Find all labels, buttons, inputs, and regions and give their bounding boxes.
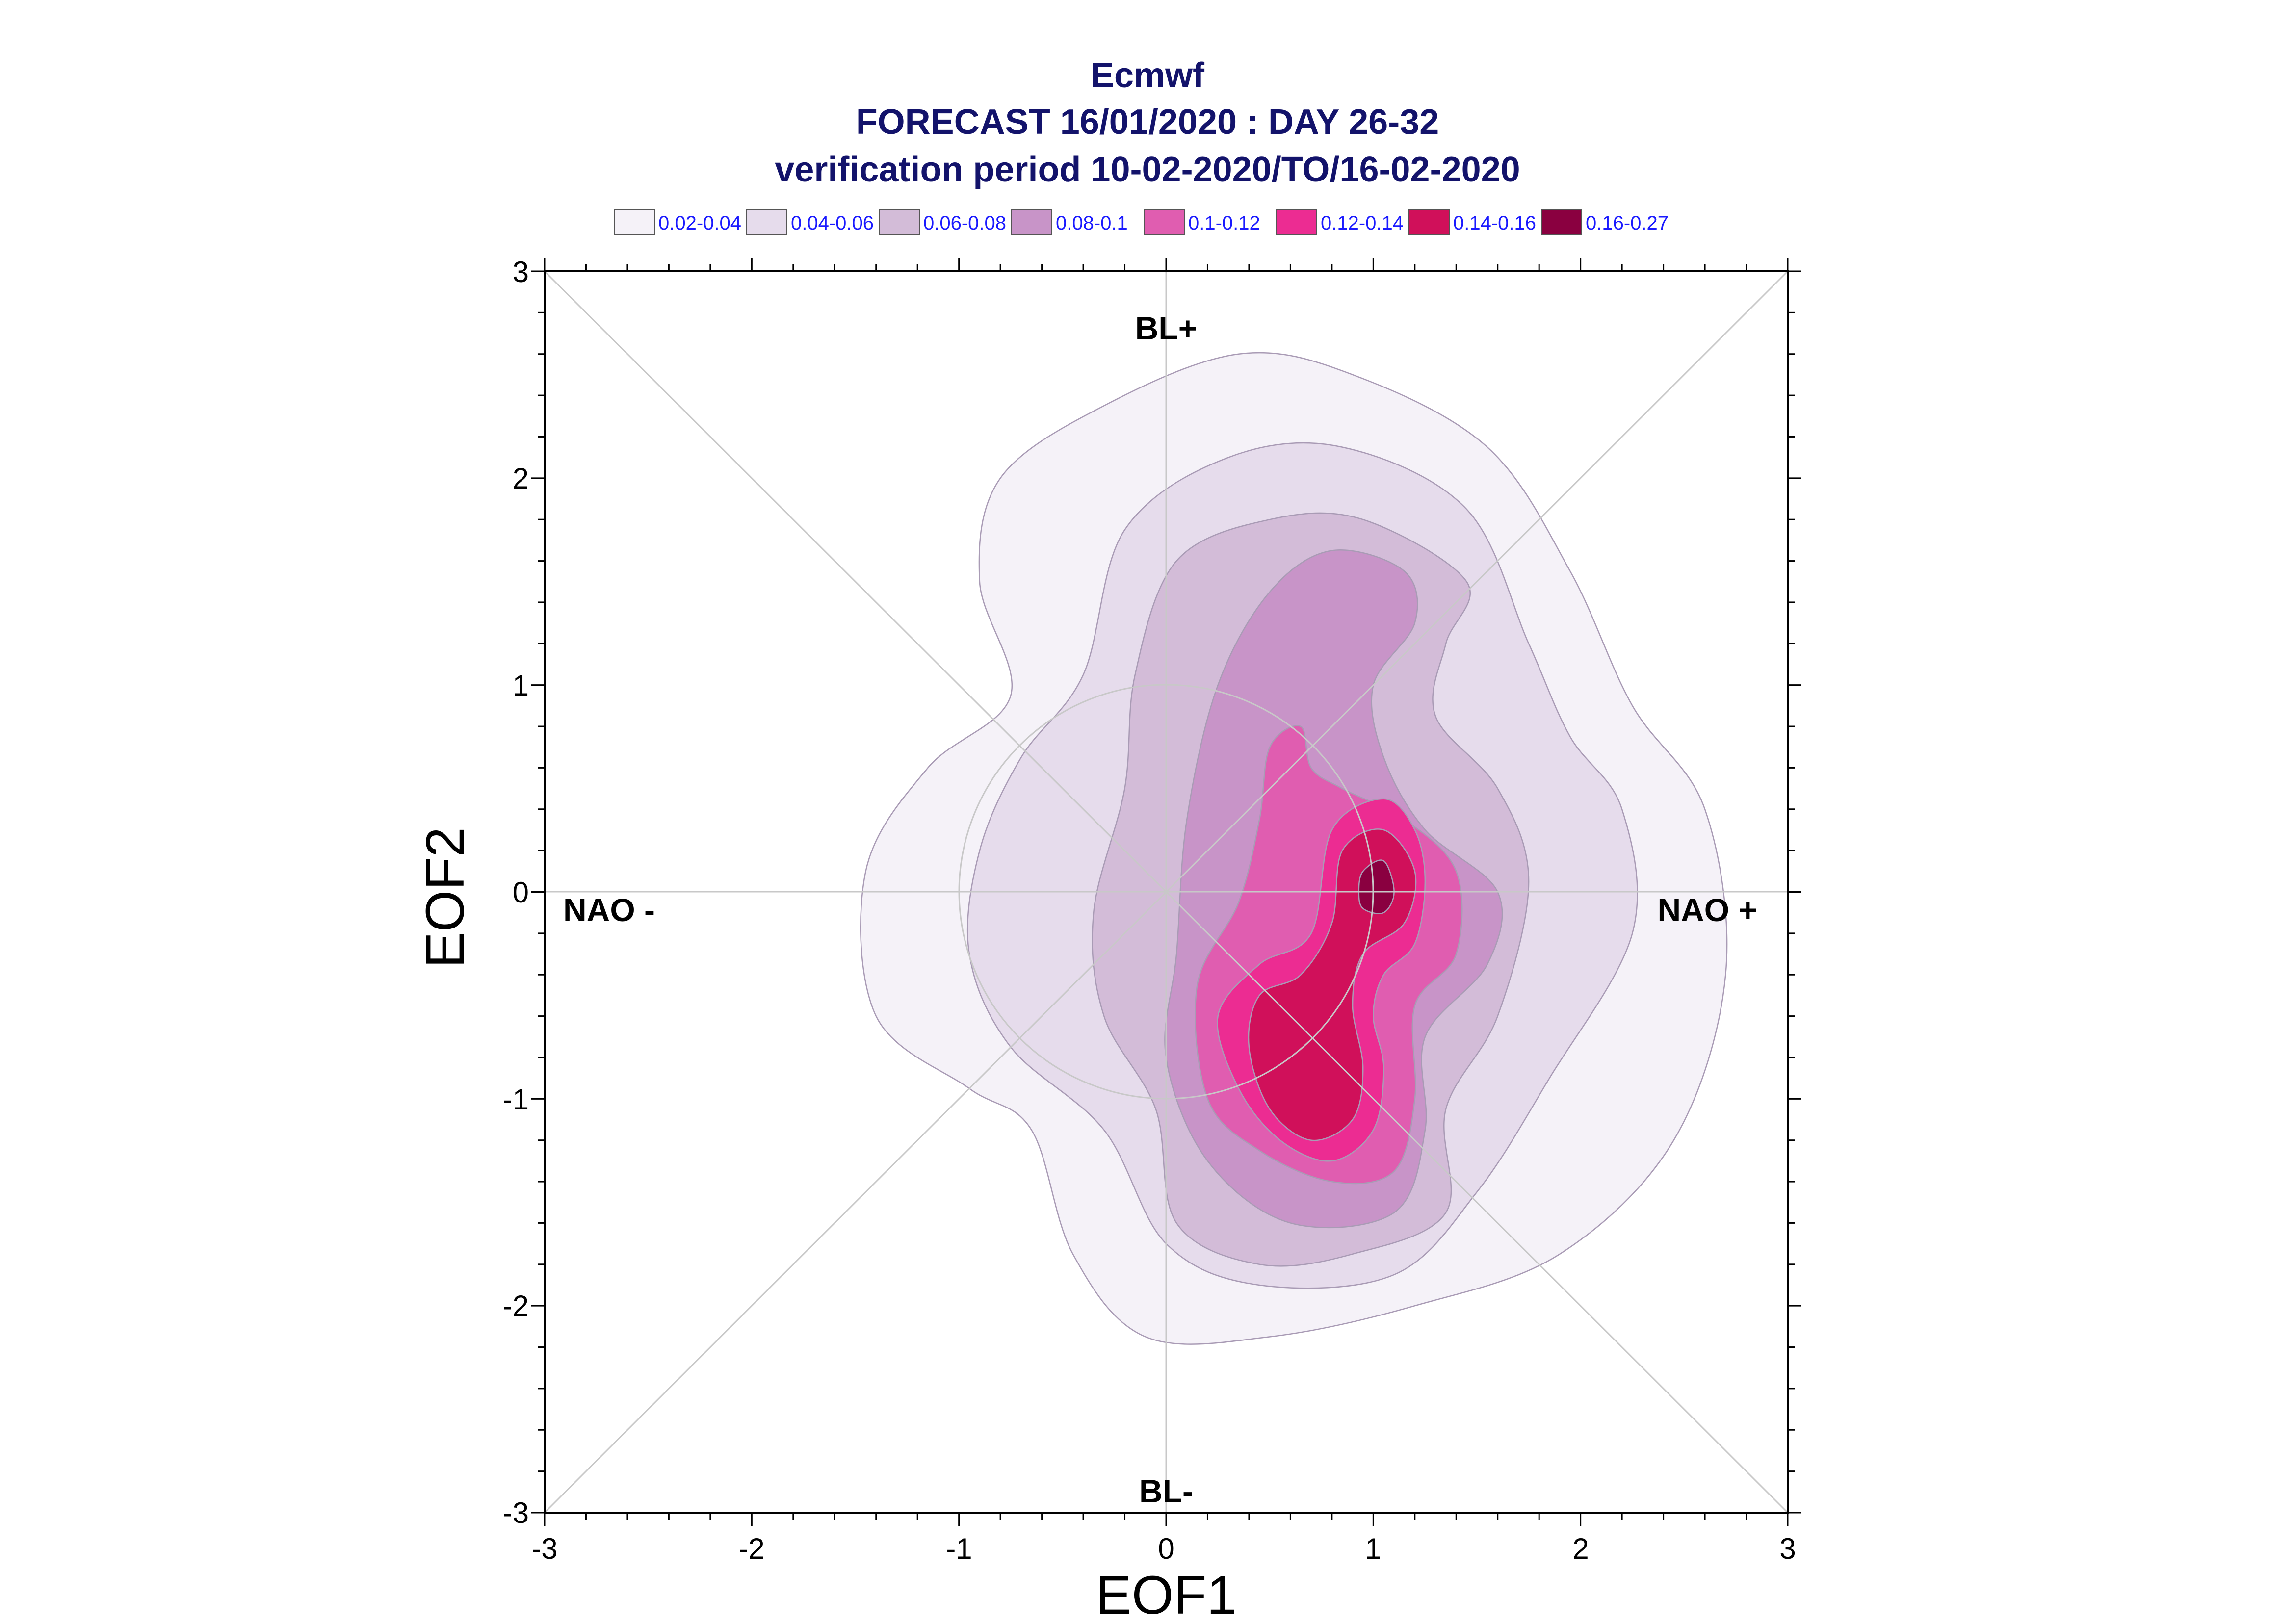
legend-label: 0.16-0.27 xyxy=(1586,212,1669,234)
legend-swatch xyxy=(879,209,920,235)
x-tick-label: 2 xyxy=(1572,1532,1589,1565)
y-tick-label: 0 xyxy=(513,876,529,909)
x-tick-label: 0 xyxy=(1158,1532,1174,1565)
legend-swatch xyxy=(1408,209,1450,235)
x-tick-label: -3 xyxy=(531,1532,557,1565)
y-tick-label: 2 xyxy=(513,462,529,495)
legend-swatch xyxy=(614,209,655,235)
region-label-bl-minus: BL- xyxy=(1139,1473,1193,1509)
legend-swatch xyxy=(1276,209,1317,235)
legend-label: 0.08-0.1 xyxy=(1056,212,1128,234)
legend: 0.02-0.04 0.04-0.06 0.06-0.08 0.08-0.1 0.1-0… xyxy=(614,209,1669,235)
reference-lines xyxy=(544,270,1789,1514)
legend-swatch xyxy=(1011,209,1052,235)
legend-label: 0.14-0.16 xyxy=(1453,212,1536,234)
reference-circle xyxy=(958,684,1374,1100)
y-tick-labels: -3 -2 -1 0 1 2 3 xyxy=(503,256,529,1529)
region-label-bl-plus: BL+ xyxy=(1135,310,1198,346)
legend-label: 0.06-0.08 xyxy=(923,212,1006,234)
legend-swatch xyxy=(746,209,787,235)
x-tick-label: 3 xyxy=(1779,1532,1796,1565)
legend-label: 0.04-0.06 xyxy=(791,212,874,234)
x-axis-label: EOF1 xyxy=(1095,1565,1236,1624)
legend-label: 0.02-0.04 xyxy=(658,212,741,234)
legend-swatch xyxy=(1144,209,1185,235)
x-tick-label: -1 xyxy=(946,1532,972,1565)
title-line-3: verification period 10-02-2020/TO/16-02-… xyxy=(775,150,1520,189)
x-tick-labels: -3 -2 -1 0 1 2 3 xyxy=(531,1532,1796,1565)
y-axis-label: EOF2 xyxy=(415,827,475,968)
y-tick-label: 1 xyxy=(513,669,529,702)
axis-ticks xyxy=(531,258,1801,1526)
y-tick-label: 3 xyxy=(513,256,529,288)
y-tick-label: -3 xyxy=(503,1496,529,1529)
region-label-nao-minus: NAO - xyxy=(563,892,655,928)
legend-label: 0.1-0.12 xyxy=(1188,212,1260,234)
x-tick-label: 1 xyxy=(1365,1532,1381,1565)
legend-swatch xyxy=(1541,209,1582,235)
region-labels: BL+ BL- NAO - NAO + xyxy=(563,310,1757,1509)
chart-title: Ecmwf FORECAST 16/01/2020 : DAY 26-32 ve… xyxy=(775,56,1520,189)
x-tick-label: -2 xyxy=(738,1532,764,1565)
title-line-2: FORECAST 16/01/2020 : DAY 26-32 xyxy=(856,103,1439,142)
y-tick-label: -1 xyxy=(503,1083,529,1116)
y-tick-label: -2 xyxy=(503,1289,529,1322)
legend-label: 0.12-0.14 xyxy=(1321,212,1404,234)
title-line-1: Ecmwf xyxy=(1091,56,1205,95)
region-label-nao-plus: NAO + xyxy=(1657,892,1757,928)
